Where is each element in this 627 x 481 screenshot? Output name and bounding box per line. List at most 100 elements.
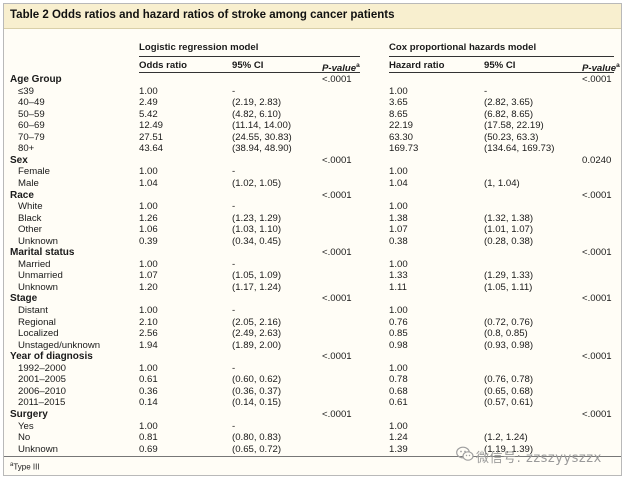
cell-hr-ci: (0.72, 0.76) bbox=[484, 316, 534, 328]
cell-hr: 0.38 bbox=[389, 235, 408, 247]
row-label: Distant bbox=[18, 305, 48, 316]
cell-hr: 0.85 bbox=[389, 328, 408, 340]
group-label: Marital status bbox=[10, 247, 75, 259]
cell-or-ci: - bbox=[232, 420, 236, 432]
cell-hr: 1.07 bbox=[389, 224, 408, 236]
cell-or-ci: (1.89, 2.00) bbox=[232, 339, 282, 351]
row-label: 2001–2005 bbox=[18, 374, 67, 386]
cell-or: 12.49 bbox=[139, 120, 164, 132]
cell-or-p: <.0001 bbox=[322, 408, 352, 420]
cell-or-ci: - bbox=[232, 258, 236, 270]
cell-hr: 1.00 bbox=[389, 305, 408, 316]
cell-hr: 63.30 bbox=[389, 131, 414, 143]
cell-or-ci: (0.14, 0.15) bbox=[232, 397, 282, 409]
cell-or: 2.56 bbox=[139, 328, 158, 340]
cell-or: 43.64 bbox=[139, 143, 164, 155]
cell-or-ci: (11.14, 14.00) bbox=[232, 120, 292, 132]
cell-or: 1.06 bbox=[139, 224, 158, 236]
cell-hr: 1.38 bbox=[389, 212, 408, 224]
row-label: 2006–2010 bbox=[18, 385, 67, 397]
cell-hr: 3.65 bbox=[389, 97, 408, 109]
col-odds-ratio: Odds ratio bbox=[139, 60, 187, 71]
cell-or: 0.39 bbox=[139, 235, 158, 247]
cell-hr-ci: (2.82, 3.65) bbox=[484, 97, 534, 109]
cell-or: 0.14 bbox=[139, 397, 158, 409]
cell-hr-ci: (1, 1.04) bbox=[484, 177, 520, 189]
cell-hr-p: <.0001 bbox=[582, 189, 612, 201]
row-label: Unmarried bbox=[18, 270, 63, 282]
logistic-column-rule bbox=[139, 72, 360, 73]
row-label: Female bbox=[18, 166, 50, 178]
row-label: Other bbox=[18, 224, 42, 236]
row-label: Unknown bbox=[18, 443, 58, 455]
cell-or: 2.10 bbox=[139, 316, 158, 328]
cell-or-ci: (0.36, 0.37) bbox=[232, 385, 282, 397]
row-label: Unknown bbox=[18, 235, 58, 247]
cell-hr: 1.00 bbox=[389, 201, 408, 213]
cell-or-ci: (2.05, 2.16) bbox=[232, 316, 282, 328]
cell-or-ci: (1.03, 1.10) bbox=[232, 224, 282, 236]
col-hr-pvalue: P-valuea bbox=[582, 62, 620, 75]
cell-hr: 169.73 bbox=[389, 143, 419, 155]
cell-or: 0.81 bbox=[139, 432, 158, 444]
group-label: Age Group bbox=[10, 74, 62, 85]
cox-column-rule bbox=[389, 72, 614, 73]
col-or-ci: 95% CI bbox=[232, 60, 264, 71]
cell-or-p: <.0001 bbox=[322, 293, 352, 305]
cox-header-rule bbox=[389, 56, 614, 57]
cell-or-ci: (1.17, 1.24) bbox=[232, 281, 282, 293]
row-label: Married bbox=[18, 258, 51, 270]
cell-hr: 8.65 bbox=[389, 108, 408, 120]
footnote: aType III bbox=[10, 462, 40, 472]
cell-hr-ci: (50.23, 63.3) bbox=[484, 131, 539, 143]
cell-hr: 1.11 bbox=[389, 281, 407, 293]
cell-hr-ci: (1.2, 1.24) bbox=[484, 432, 528, 444]
cell-or-ci: (0.65, 0.72) bbox=[232, 443, 282, 455]
col-hazard-ratio: Hazard ratio bbox=[389, 60, 445, 71]
cell-or: 1.04 bbox=[139, 177, 158, 189]
cell-hr: 0.61 bbox=[389, 397, 408, 409]
cell-or-ci: - bbox=[232, 166, 236, 178]
cell-hr: 1.39 bbox=[389, 443, 408, 455]
cell-hr-p: <.0001 bbox=[582, 351, 612, 363]
cell-or-ci: (38.94, 48.90) bbox=[232, 143, 292, 155]
cell-or-ci: (0.80, 0.83) bbox=[232, 432, 282, 444]
watermark: 微信号: zzszyyszzx bbox=[456, 446, 606, 466]
cell-hr-ci: (6.82, 8.65) bbox=[484, 108, 534, 120]
title-bar: Table 2 Odds ratios and hazard ratios of… bbox=[4, 4, 621, 29]
cell-hr-ci: (0.28, 0.38) bbox=[484, 235, 534, 247]
cell-or-p: <.0001 bbox=[322, 154, 352, 166]
cell-hr-ci: (1.01, 1.07) bbox=[484, 224, 534, 236]
cell-or-ci: (0.34, 0.45) bbox=[232, 235, 282, 247]
cell-hr-ci: (0.65, 0.68) bbox=[484, 385, 534, 397]
cell-hr-p: <.0001 bbox=[582, 293, 612, 305]
cell-or: 1.00 bbox=[139, 258, 158, 270]
row-label: No bbox=[18, 432, 31, 444]
cell-or-ci: - bbox=[232, 362, 236, 374]
col-hr-ci: 95% CI bbox=[484, 60, 516, 71]
cell-hr: 0.98 bbox=[389, 339, 408, 351]
cell-hr: 1.00 bbox=[389, 166, 408, 178]
cell-or-p: <.0001 bbox=[322, 74, 352, 85]
row-label: 80+ bbox=[18, 143, 35, 155]
row-label: ≤39 bbox=[18, 85, 34, 97]
cell-or: 1.00 bbox=[139, 305, 158, 316]
cell-or-ci: (4.82, 6.10) bbox=[232, 108, 282, 120]
row-label: 2011–2015 bbox=[18, 397, 66, 409]
cell-hr: 1.24 bbox=[389, 432, 408, 444]
row-label: 50–59 bbox=[18, 108, 45, 120]
cell-or: 1.26 bbox=[139, 212, 158, 224]
cell-hr-ci: (0.93, 0.98) bbox=[484, 339, 534, 351]
cell-or-ci: - bbox=[232, 305, 236, 316]
cell-hr-ci: (0.76, 0.78) bbox=[484, 374, 534, 386]
row-label: Male bbox=[18, 177, 39, 189]
table-frame: Table 2 Odds ratios and hazard ratios of… bbox=[3, 3, 622, 476]
cox-model-title: Cox proportional hazards model bbox=[389, 42, 537, 53]
group-label: Surgery bbox=[10, 408, 48, 420]
cell-or-ci: (0.60, 0.62) bbox=[232, 374, 282, 386]
cell-or-ci: (24.55, 30.83) bbox=[232, 131, 292, 143]
cell-or-ci: - bbox=[232, 201, 236, 213]
logistic-header-rule bbox=[139, 56, 360, 57]
col-or-pvalue: P-valuea bbox=[322, 62, 360, 75]
cell-hr-p: <.0001 bbox=[582, 408, 612, 420]
